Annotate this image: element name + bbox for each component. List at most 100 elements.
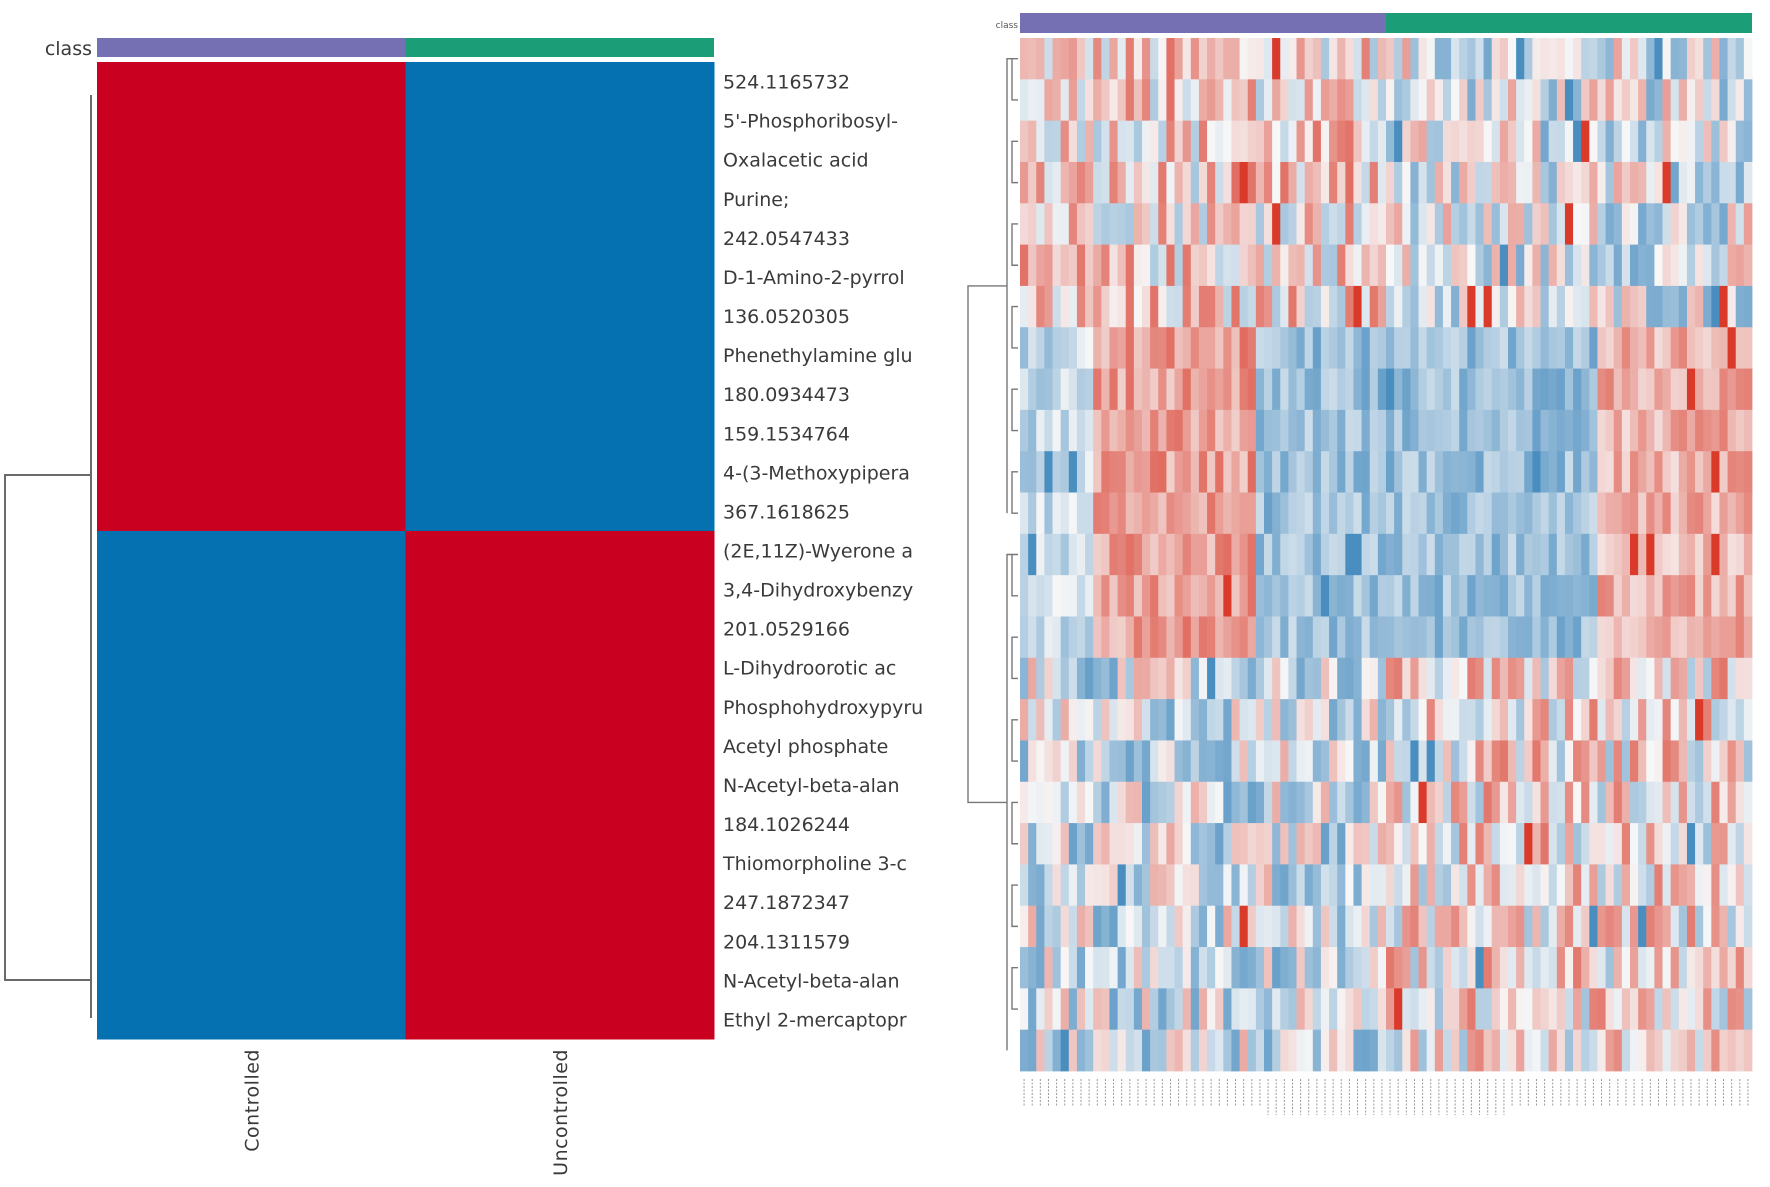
heatmap-cell [1410,947,1419,989]
heatmap-cell [1133,38,1143,80]
heatmap-cell [1451,120,1460,163]
heatmap-cell [1255,285,1265,328]
column-labels: Controlled Uncontrolled [241,1049,572,1176]
heatmap-cell [1020,451,1029,493]
heatmap-cell [1678,244,1688,287]
heatmap-cell [1451,657,1460,700]
heatmap-cell [405,374,715,415]
heatmap-cell [1638,905,1647,948]
heatmap-cell [1402,451,1411,493]
heatmap-cell [1093,781,1102,824]
heatmap-cell [1548,327,1558,369]
heatmap-cell [1247,616,1257,659]
heatmap-cell [1564,864,1574,907]
heatmap-cell [1296,368,1306,411]
heatmap-cell [1231,740,1240,783]
heatmap-cell [1190,492,1200,535]
heatmap-cell [1345,947,1354,989]
heatmap-cell [1329,244,1338,287]
heatmap-cell [1060,203,1070,245]
heatmap-cell [1182,575,1192,617]
heatmap-cell [1223,203,1232,245]
heatmap-cell [1304,988,1314,1031]
heatmap-cell [1288,79,1297,122]
heatmap-cell [1304,1029,1314,1072]
heatmap-cell [1174,120,1184,163]
heatmap-cell [1662,492,1672,535]
heatmap-cell [1166,533,1175,576]
heatmap-cell [1402,699,1411,741]
heatmap-cell [1743,244,1753,287]
heatmap-cell [1727,38,1737,80]
heatmap-cell [1719,616,1728,659]
heatmap-cell [1597,492,1606,535]
heatmap-cell [1166,327,1175,369]
heatmap-cell [1068,657,1078,700]
heatmap-cell [1288,409,1297,452]
heatmap-cell [1605,988,1615,1031]
heatmap-cell [1085,161,1094,204]
heatmap-cell [1125,740,1135,783]
heatmap-cell [1101,740,1110,783]
heatmap-cell [1142,864,1151,907]
heatmap-cell [1223,947,1232,989]
heatmap-cell [1540,616,1550,659]
heatmap-cell [1564,740,1574,783]
heatmap-cell [1044,38,1053,80]
heatmap-cell [1076,492,1086,535]
dendrogram-leaf-pair [1011,57,1018,101]
heatmap-cell [1142,657,1151,700]
heatmap-cell [1630,38,1639,80]
heatmap-cell [1036,947,1045,989]
heatmap-cell [1442,161,1452,204]
heatmap-cell [1142,368,1151,411]
heatmap-cell [1231,409,1240,452]
heatmap-cell [1719,1029,1728,1072]
heatmap-cell [1068,161,1078,204]
heatmap-cell [1621,244,1631,287]
heatmap-cell [1654,699,1663,741]
heatmap-cell [1573,285,1582,328]
heatmap-cell [1532,79,1541,122]
heatmap-cell [1573,905,1582,948]
heatmap-cell [1532,161,1541,204]
heatmap-cell [1101,533,1110,576]
heatmap-cell [1743,823,1753,865]
heatmap-cell [1491,864,1501,907]
heatmap-cell [1117,285,1127,328]
heatmap-cell [1719,285,1728,328]
row-label: D-1-Amino-2-pyrrol [723,267,905,289]
heatmap-cell [1426,492,1436,535]
heatmap-cell [1678,781,1688,824]
heatmap-cell [1386,657,1395,700]
heatmap-cell [1158,740,1167,783]
heatmap-cell [1101,1029,1110,1072]
heatmap-cell [1142,120,1151,163]
heatmap-cell [1508,533,1517,576]
heatmap-cell [1198,740,1208,783]
heatmap-cell [1117,409,1127,452]
heatmap-cell [1109,947,1118,989]
heatmap-cell [1613,781,1623,824]
heatmap-cell [1491,327,1501,369]
heatmap-cell [1093,327,1102,369]
heatmap-cell [1158,368,1167,411]
heatmap-cell [1223,533,1232,576]
heatmap-cell [1174,79,1184,122]
heatmap-cell [1426,120,1436,163]
heatmap-cell [1207,1029,1216,1072]
heatmap-cell [1198,905,1208,948]
heatmap-cell [1076,575,1086,617]
heatmap-cell [1703,740,1712,783]
heatmap-cell [1101,38,1110,80]
heatmap-cell [1434,492,1444,535]
heatmap-cell [1068,38,1078,80]
heatmap-cell [1280,575,1289,617]
heatmap-cell [1442,699,1452,741]
heatmap-cell [1150,203,1159,245]
heatmap-cell [1475,988,1484,1031]
heatmap-cell [1394,657,1403,700]
heatmap-cell [1532,120,1541,163]
heatmap-cell [1670,451,1680,493]
heatmap-cell [1255,533,1265,576]
